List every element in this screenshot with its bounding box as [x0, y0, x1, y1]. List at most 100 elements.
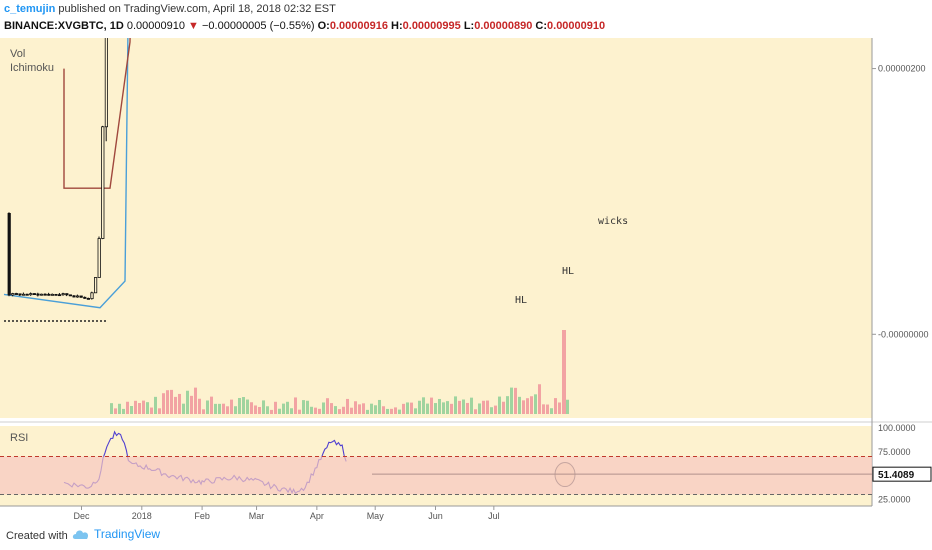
author-link[interactable]: c_temujin: [4, 3, 56, 15]
ichimoku-lines: [3, 38, 131, 322]
time-tick-label: Jun: [428, 511, 443, 521]
volume-bar: [330, 403, 333, 414]
candle-body: [11, 293, 15, 296]
open-label: O:: [317, 20, 330, 32]
volume-bar: [410, 402, 413, 414]
volume-bar: [286, 401, 289, 414]
down-arrow-icon: ▼: [188, 20, 199, 32]
volume-bar: [338, 409, 341, 414]
high-label: H:: [391, 20, 403, 32]
volume-bars: [110, 330, 569, 414]
volume-bar: [434, 403, 437, 414]
candle-body: [65, 293, 69, 296]
volume-bar: [246, 399, 249, 414]
volume-bar: [162, 393, 165, 414]
volume-bar: [374, 405, 377, 414]
volume-bar: [282, 403, 285, 414]
volume-bar: [470, 397, 473, 414]
candle-body: [90, 292, 94, 300]
volume-bar: [474, 409, 477, 414]
volume-bar: [506, 396, 509, 414]
candle-body: [76, 295, 80, 298]
volume-bar: [202, 409, 205, 414]
volume-bar: [134, 400, 137, 414]
time-tick-label: May: [367, 511, 385, 521]
tradingview-brand[interactable]: TradingView: [72, 527, 160, 541]
volume-bar: [466, 402, 469, 414]
volume-bar: [278, 408, 281, 414]
volume-bar: [110, 403, 113, 414]
volume-bar: [142, 400, 145, 414]
footer: Created with TradingView: [0, 522, 932, 550]
volume-bar: [458, 400, 461, 414]
volume-bar: [538, 384, 541, 414]
candle-body: [101, 126, 105, 239]
volume-bar: [346, 398, 349, 414]
volume-bar: [254, 405, 257, 414]
close-label: C:: [535, 20, 548, 32]
volume-bar: [310, 406, 313, 414]
volume-bar: [542, 404, 545, 414]
volume-bar: [514, 387, 517, 414]
volume-bar: [482, 400, 485, 414]
symbol[interactable]: BINANCE:XVGBTC, 1D: [4, 20, 124, 32]
candle-body: [58, 294, 62, 297]
volume-bar: [210, 396, 213, 414]
volume-bar: [450, 403, 453, 414]
high-value: 0.00000995: [402, 20, 461, 32]
chart-header: c_temujin published on TradingView.com, …: [0, 0, 932, 38]
volume-bar: [386, 408, 389, 414]
candle-body: [43, 293, 47, 296]
candle-body: [32, 293, 37, 295]
volume-bar: [390, 408, 393, 414]
close-value: 0.00000910: [547, 20, 606, 32]
volume-bar: [558, 402, 561, 414]
candle-body: [14, 293, 18, 295]
volume-bar: [534, 394, 537, 414]
time-tick-label: Mar: [249, 511, 265, 521]
volume-bar: [114, 408, 117, 414]
main-pane: [0, 38, 872, 418]
volume-bar: [206, 400, 209, 414]
volume-bar: [230, 399, 233, 414]
volume-bar: [550, 408, 553, 414]
candle-body: [18, 293, 22, 296]
volume-bar: [378, 399, 381, 414]
volume-bar: [382, 406, 385, 414]
candle-body: [83, 296, 87, 299]
volume-bar: [350, 407, 353, 414]
annotation-hl-1: HL: [562, 266, 574, 277]
volume-bar: [414, 408, 417, 414]
volume-bar: [318, 408, 321, 414]
volume-bar: [294, 397, 297, 414]
candle-body: [21, 293, 26, 296]
candle-body: [50, 293, 55, 296]
volume-bar: [498, 396, 501, 414]
candle-body: [61, 293, 65, 296]
rsi-tick-label: 75.0000: [878, 447, 911, 457]
rsi-tick-label: 25.0000: [878, 494, 911, 504]
vol-label: Vol: [10, 48, 26, 60]
volume-bar: [238, 397, 241, 414]
volume-bar: [150, 407, 153, 414]
volume-bar: [166, 390, 169, 414]
price-tick-label: 0.00000200: [878, 64, 926, 74]
tradingview-cloud-icon: [72, 529, 89, 539]
volume-bar: [502, 401, 505, 414]
volume-bar: [546, 404, 549, 414]
candle-body: [36, 293, 40, 296]
rsi-band: [0, 456, 872, 495]
candle-body: [47, 293, 51, 296]
volume-bar: [362, 403, 365, 414]
chart-canvas[interactable]: 0.000020000.000018000.000016000.00001400…: [0, 38, 932, 522]
volume-bar: [354, 401, 357, 414]
candle-body: [79, 295, 83, 298]
time-tick-label: Jul: [488, 511, 500, 521]
volume-bar: [126, 401, 129, 414]
volume-bar: [274, 401, 277, 414]
candles: [7, 38, 108, 300]
volume-bar: [154, 396, 157, 414]
volume-bar: [122, 408, 125, 414]
volume-bar: [494, 405, 497, 414]
volume-bar: [190, 395, 193, 414]
